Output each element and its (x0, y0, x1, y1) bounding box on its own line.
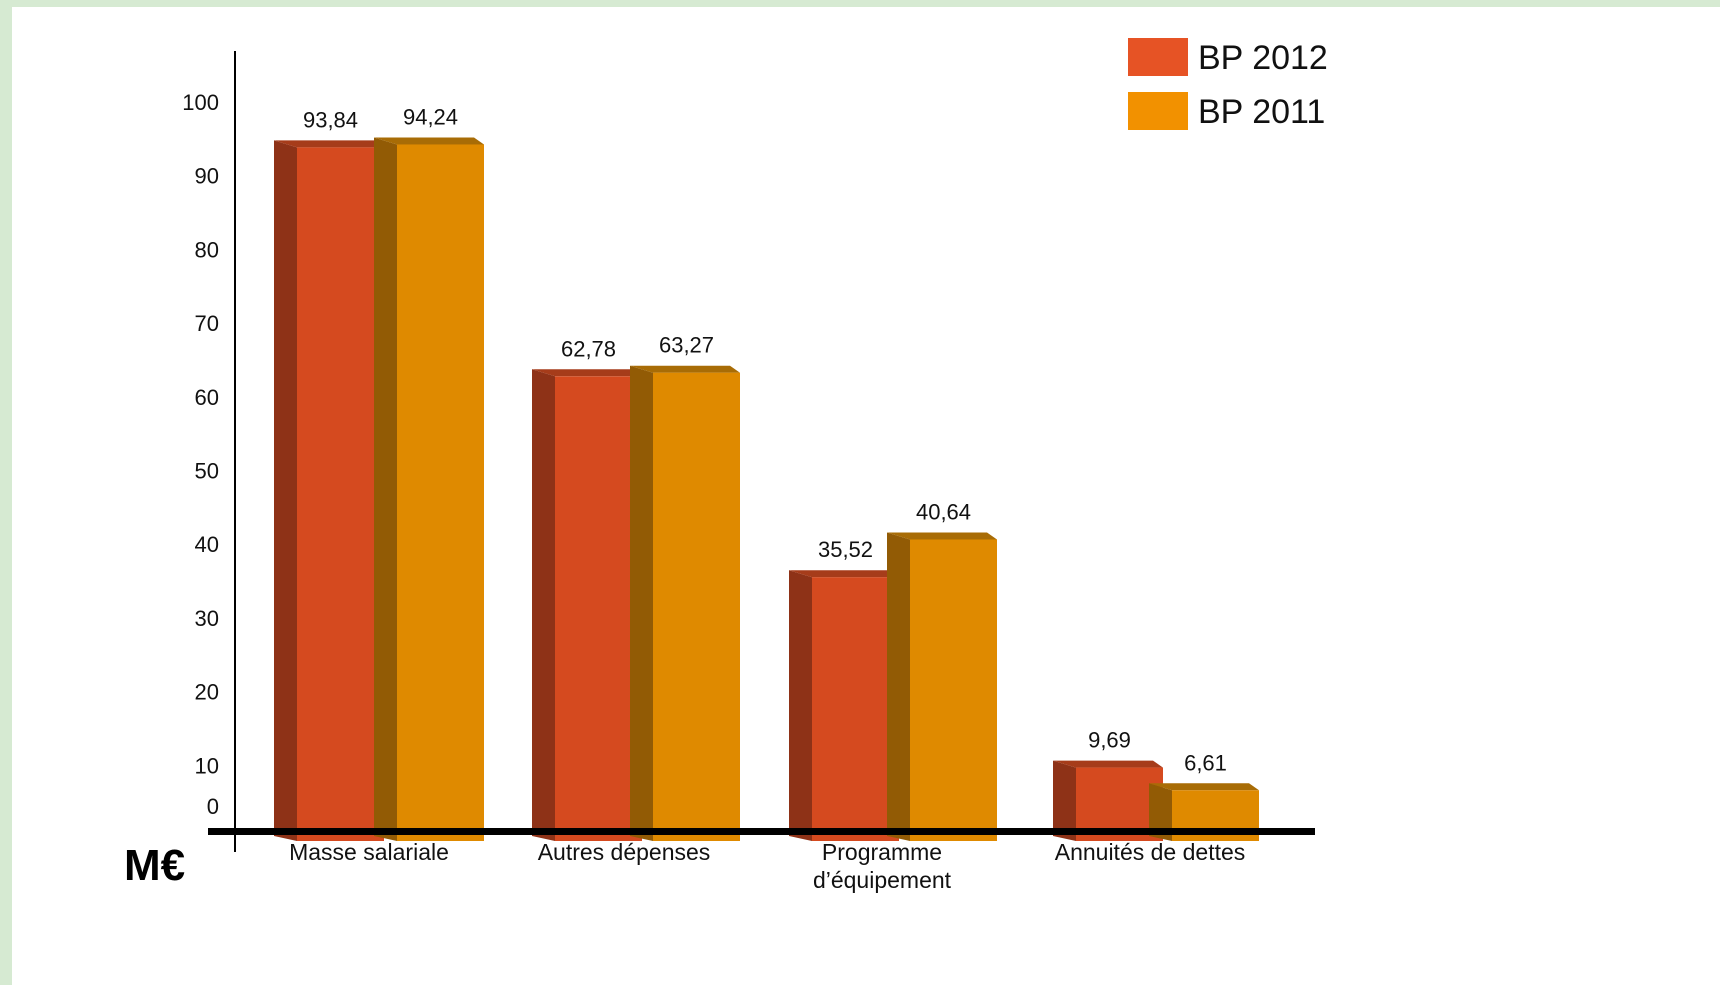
x-category-label: Masse salariale (289, 839, 449, 865)
bar (653, 372, 740, 841)
data-label: 9,69 (1088, 728, 1131, 753)
bar (910, 539, 997, 841)
legend-label: BP 2012 (1198, 39, 1328, 77)
y-tick-label: 80 (195, 237, 219, 262)
data-label: 94,24 (403, 104, 458, 129)
bar-top-face (1149, 783, 1259, 791)
bar-top-face (532, 369, 642, 377)
bar (397, 144, 484, 842)
bar-top-face (274, 140, 384, 148)
x-category-label: Programme (822, 839, 942, 865)
bar-side-face (374, 137, 397, 842)
bar-side-face (1053, 760, 1076, 841)
y-tick-label: 100 (182, 90, 219, 115)
x-axis-baseline (208, 828, 1315, 835)
bar-side-face (887, 532, 910, 841)
y-tick-label: 90 (195, 164, 219, 189)
bar-side-face (1149, 783, 1172, 841)
bar-side-face (532, 369, 555, 841)
legend-swatch (1128, 38, 1188, 76)
x-category-label: Annuités de dettes (1055, 839, 1246, 865)
bar-side-face (789, 570, 812, 841)
y-unit-label: M€ (124, 841, 185, 890)
legend-swatch (1128, 92, 1188, 130)
bar (555, 376, 642, 841)
data-label: 63,27 (659, 333, 714, 358)
y-tick-label: 20 (195, 680, 219, 705)
data-label: 93,84 (303, 107, 358, 132)
data-label: 40,64 (916, 499, 971, 524)
y-tick-label: 0 (207, 794, 219, 819)
y-tick-label: 60 (195, 385, 219, 410)
bar-top-face (1053, 760, 1163, 768)
bar-top-face (887, 532, 997, 540)
data-label: 6,61 (1184, 750, 1227, 775)
data-label: 35,52 (818, 537, 873, 562)
bar-chart: 0 10 20 30 40 50 60 70 80 90 100 93,84 94,24 62,78 63,… (124, 38, 1328, 893)
bar-side-face (630, 365, 653, 841)
x-category-label: Autres dépenses (538, 839, 711, 865)
legend-label: BP 2011 (1198, 93, 1325, 131)
x-category-label: d’équipement (813, 867, 952, 893)
chart-panel: 0 10 20 30 40 50 60 70 80 90 100 93,84 94,24 62,78 63,… (12, 7, 1720, 985)
bar (812, 577, 899, 841)
y-tick-label: 70 (195, 311, 219, 336)
y-tick-label: 10 (195, 753, 219, 778)
bar-top-face (789, 570, 899, 578)
y-tick-label: 40 (195, 532, 219, 557)
bar (297, 147, 384, 842)
y-tick-label: 30 (195, 606, 219, 631)
bar-side-face (274, 140, 297, 842)
bar-top-face (374, 137, 484, 145)
data-label: 62,78 (561, 336, 616, 361)
y-tick-label: 50 (195, 459, 219, 484)
bar-top-face (630, 365, 740, 373)
